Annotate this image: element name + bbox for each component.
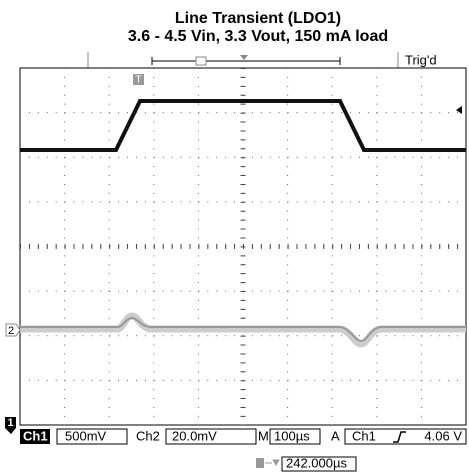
trigger-level-arrow [456, 106, 462, 114]
ch2-scale: 20.0mV [172, 428, 217, 443]
ch2-trace-noise [20, 312, 466, 348]
edge-icon [393, 431, 406, 443]
time-position-icon [256, 458, 264, 468]
time-scale-box [269, 428, 321, 445]
ch2-trace [20, 316, 466, 343]
time-scale: 100µs [274, 428, 310, 443]
time-position-arrow [265, 459, 280, 466]
ch1-marker [5, 417, 16, 434]
trigger-marker [133, 74, 144, 85]
trigger-box [344, 428, 467, 445]
record-bracket [151, 57, 341, 65]
subtitle: 3.6 - 4.5 Vin, 3.3 Vout, 150 mA load [128, 28, 388, 45]
center-axes [20, 68, 466, 425]
ch1-marker-label: 1 [7, 417, 13, 429]
ch1-scale: 500mV [65, 428, 107, 443]
time-label: M [258, 428, 269, 443]
ch2-scale-box [165, 428, 257, 445]
ch1-trace [20, 99, 466, 152]
record-window [195, 56, 207, 66]
trigger-level: 4.06 V [424, 428, 462, 443]
ch2-label: Ch2 [136, 428, 160, 443]
ch1-label: Ch1 [23, 428, 48, 443]
time-position-box [281, 456, 357, 472]
trigger-source: Ch1 [352, 428, 376, 443]
ch2-marker-label: 2 [8, 325, 14, 337]
trigger-marker-label: T [135, 75, 141, 86]
trigger-state: Trig'd [405, 52, 437, 67]
ch2-marker [5, 323, 21, 337]
trigger-mode: A [331, 428, 340, 443]
trigger-position-arrow [240, 55, 248, 60]
title: Line Transient (LDO1) [175, 10, 341, 27]
time-position: 242.000µs [286, 455, 347, 470]
ch1-label-box [20, 429, 50, 444]
ch1-scale-box [56, 428, 128, 445]
